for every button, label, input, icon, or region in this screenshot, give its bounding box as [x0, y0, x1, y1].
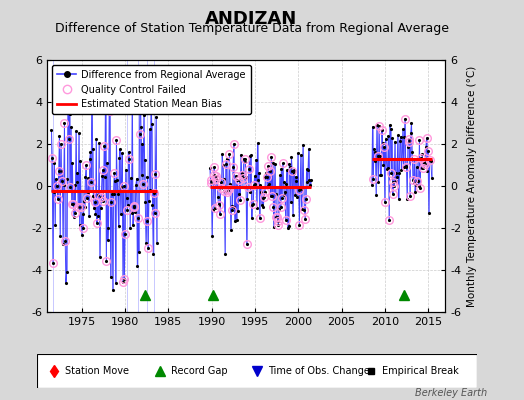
Legend: Difference from Regional Average, Quality Control Failed, Estimated Station Mean: Difference from Regional Average, Qualit… [52, 65, 250, 114]
Text: Empirical Break: Empirical Break [382, 366, 459, 376]
FancyBboxPatch shape [37, 354, 477, 388]
Text: Station Move: Station Move [66, 366, 129, 376]
Text: Time of Obs. Change: Time of Obs. Change [268, 366, 369, 376]
Text: ANDIZAN: ANDIZAN [205, 10, 298, 28]
Text: Record Gap: Record Gap [171, 366, 227, 376]
Text: Difference of Station Temperature Data from Regional Average: Difference of Station Temperature Data f… [54, 22, 449, 35]
Y-axis label: Monthly Temperature Anomaly Difference (°C): Monthly Temperature Anomaly Difference (… [467, 65, 477, 307]
Text: Berkeley Earth: Berkeley Earth [415, 388, 487, 398]
